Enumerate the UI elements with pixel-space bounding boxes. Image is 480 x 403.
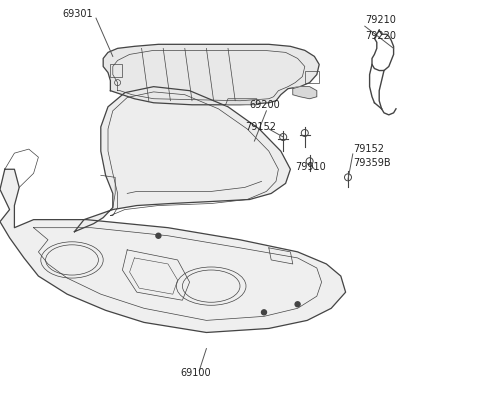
Text: 79152: 79152: [353, 144, 384, 154]
Text: 79220: 79220: [365, 31, 396, 41]
Text: 79359B: 79359B: [353, 158, 390, 168]
Bar: [305, 71, 319, 83]
Text: 79210: 79210: [365, 15, 396, 25]
Text: 69200: 69200: [250, 100, 280, 110]
Bar: [110, 64, 122, 77]
Polygon shape: [0, 169, 346, 332]
Circle shape: [295, 302, 300, 307]
Circle shape: [156, 233, 161, 238]
Polygon shape: [74, 87, 290, 232]
Text: 69301: 69301: [62, 9, 93, 19]
Text: 79152: 79152: [245, 122, 276, 132]
Text: 79910: 79910: [295, 162, 326, 172]
Circle shape: [262, 310, 266, 315]
Polygon shape: [293, 87, 317, 99]
Polygon shape: [226, 99, 257, 105]
Text: 69100: 69100: [180, 368, 211, 378]
Polygon shape: [103, 44, 319, 105]
